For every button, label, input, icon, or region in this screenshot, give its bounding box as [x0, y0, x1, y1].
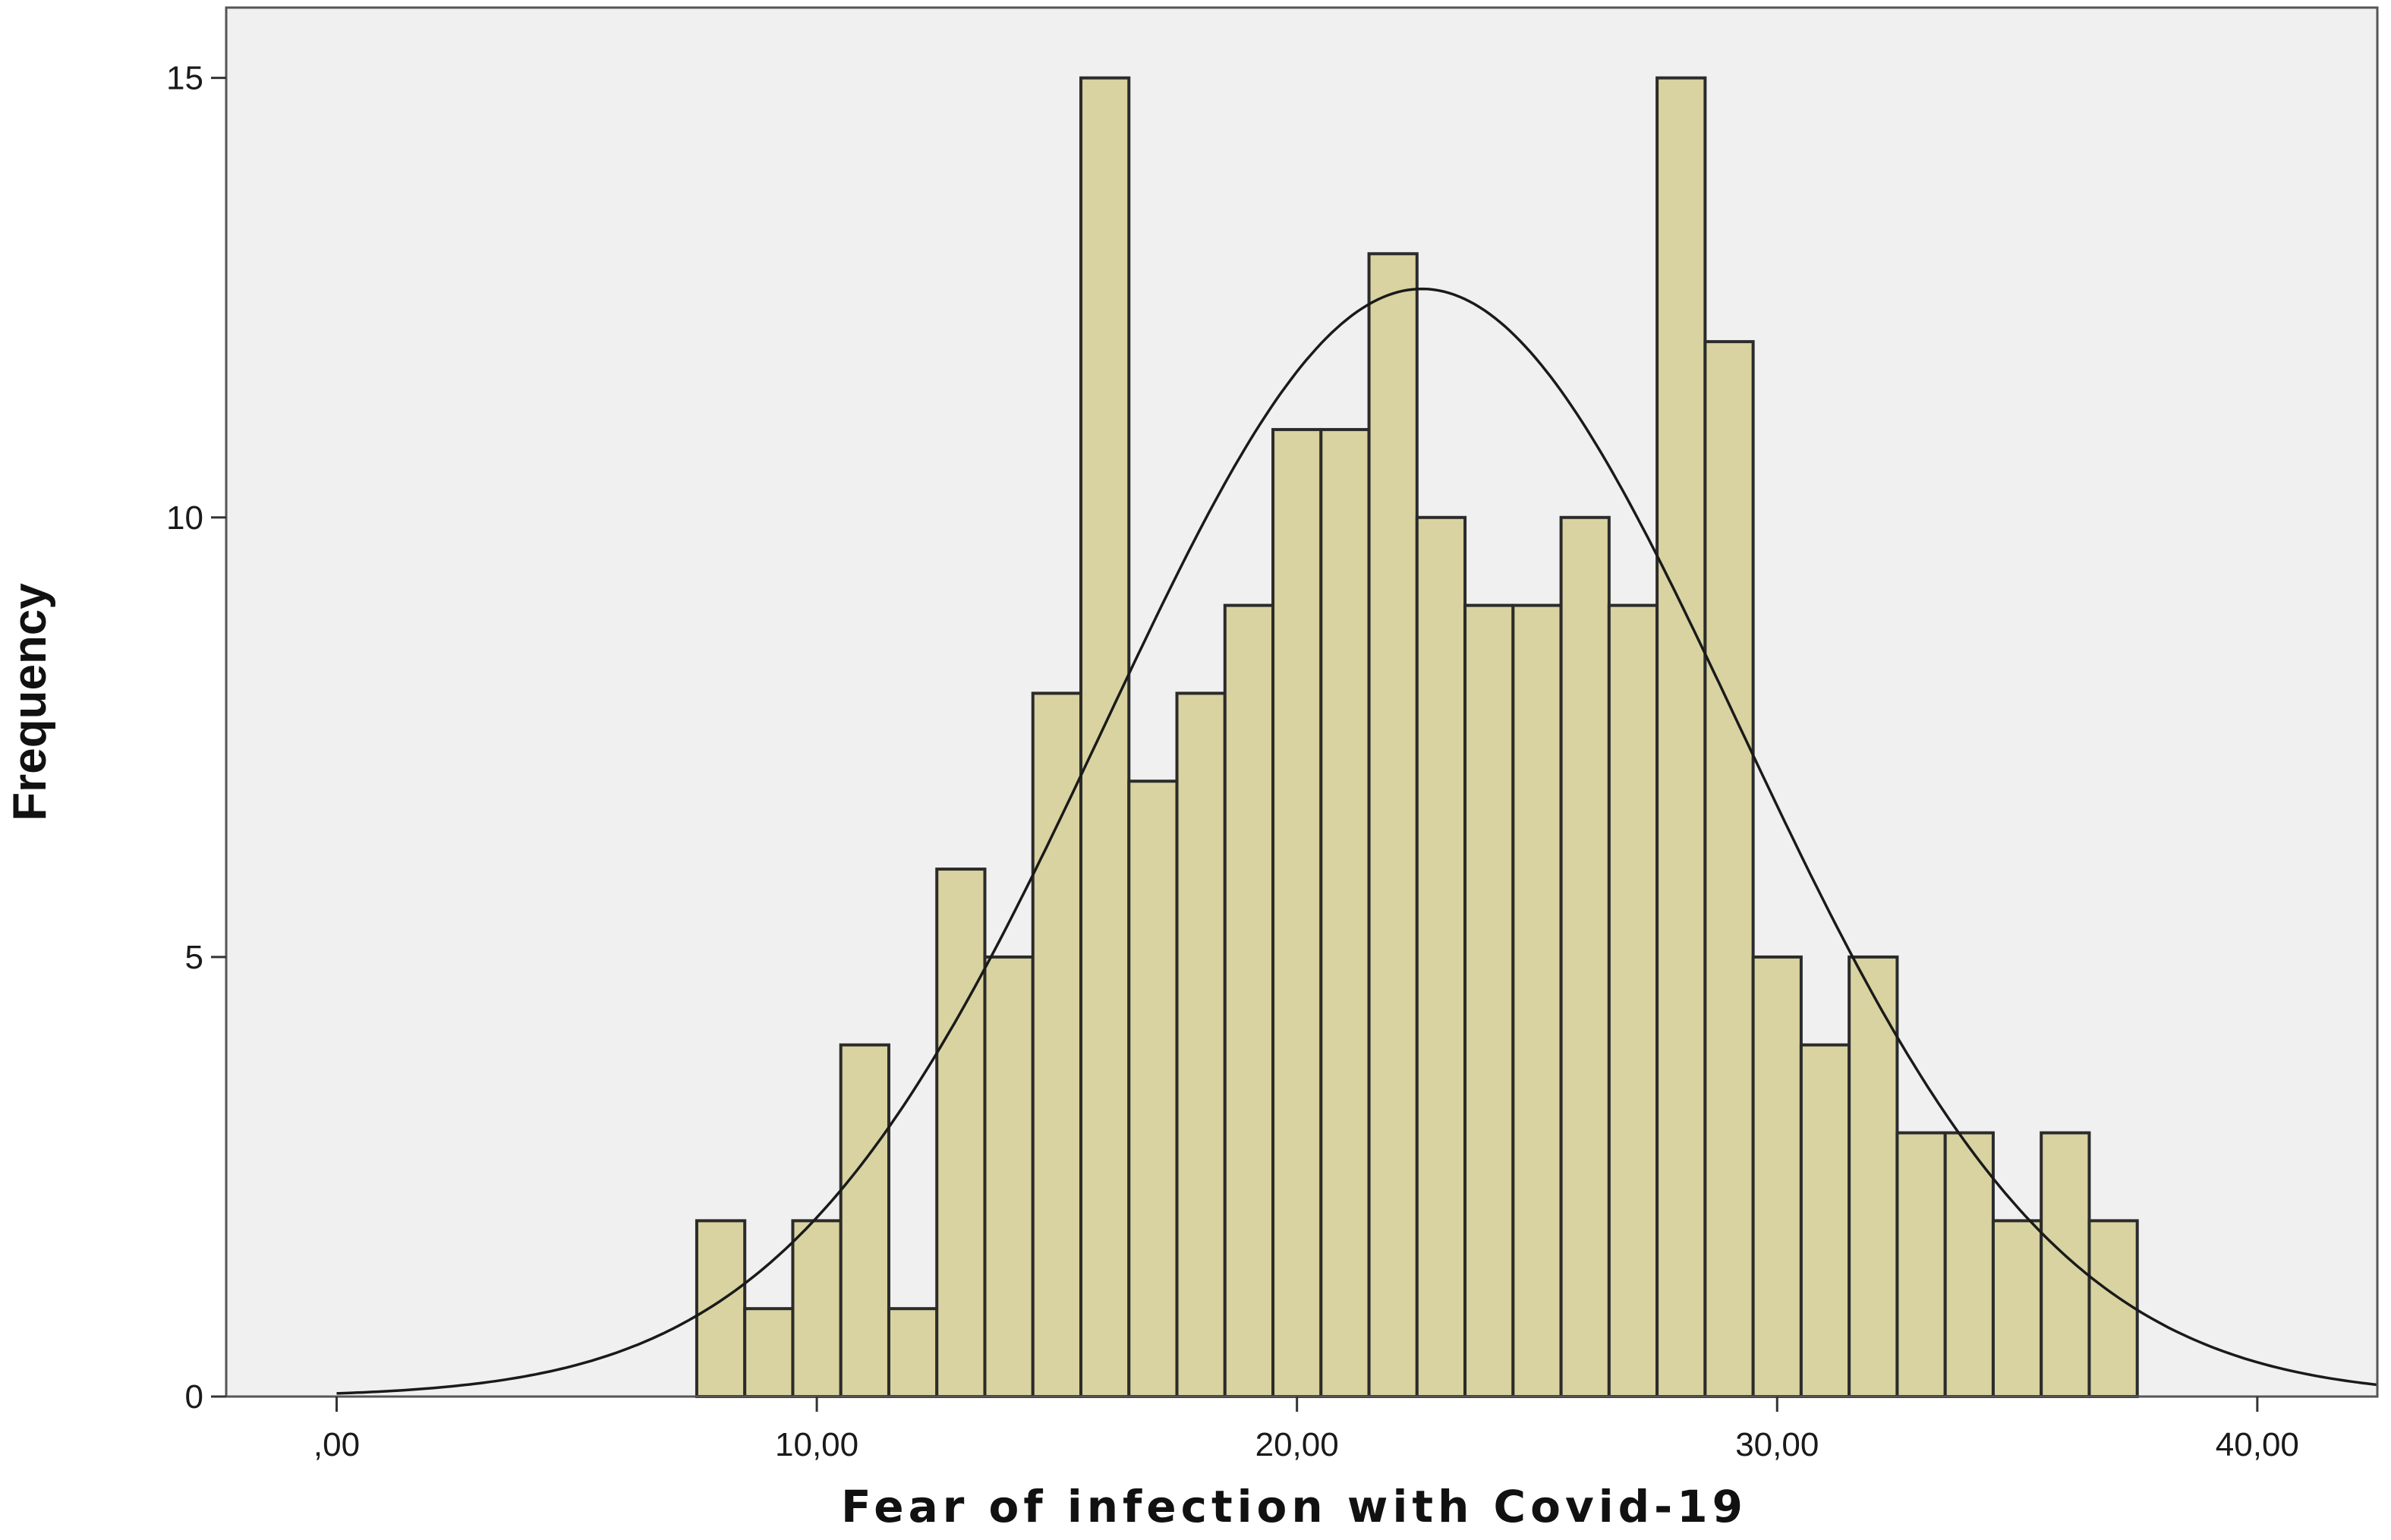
- histogram-bar: [743, 1307, 795, 1399]
- histogram-bar: [1079, 76, 1131, 1399]
- x-tick-label: 30,00: [1735, 1426, 1819, 1463]
- x-tick-label: 40,00: [2216, 1426, 2299, 1463]
- plot-frame: [225, 6, 2379, 1398]
- histogram-bar: [2040, 1131, 2091, 1398]
- histogram-bar: [1655, 76, 1707, 1399]
- histogram-bar: [1463, 603, 1515, 1398]
- histogram-bar: [1848, 955, 1899, 1399]
- histogram-bar: [1799, 1043, 1851, 1398]
- histogram-bar: [887, 1307, 939, 1399]
- histogram-bar: [1703, 340, 1755, 1398]
- histogram-bars: [695, 76, 2139, 1399]
- normal-curve: [336, 287, 2378, 1395]
- histogram-bar: [1415, 515, 1467, 1399]
- histogram-bar: [1991, 1219, 2043, 1398]
- histogram-bar: [983, 955, 1035, 1399]
- histogram-bar: [1895, 1131, 1947, 1398]
- histogram-bar: [1127, 779, 1179, 1398]
- histogram-bar: [1943, 1131, 1995, 1398]
- y-tick-label: 15: [166, 60, 203, 97]
- x-axis: ,00 10,00 20,00 30,00 40,00: [313, 1397, 2299, 1463]
- histogram-bar: [695, 1219, 747, 1398]
- x-tick-label: ,00: [313, 1426, 360, 1463]
- histogram-bar: [1559, 515, 1611, 1399]
- histogram-bar: [2087, 1219, 2139, 1398]
- histogram-bar: [1271, 427, 1323, 1398]
- histogram-bar: [1511, 603, 1563, 1398]
- y-axis-title: Frequency: [4, 583, 56, 821]
- histogram-bar: [839, 1043, 890, 1398]
- x-tick-label: 10,00: [775, 1426, 858, 1463]
- histogram-bar: [935, 868, 987, 1398]
- y-axis: 0 5 10 15: [166, 60, 226, 1416]
- histogram-bar: [1319, 427, 1371, 1398]
- histogram-bar: [1031, 691, 1083, 1398]
- histogram-bar: [1175, 691, 1227, 1398]
- histogram-bar: [1367, 252, 1419, 1398]
- x-axis-title: Fear of infection with Covid-19: [841, 1481, 1747, 1532]
- histogram-bar: [791, 1219, 843, 1398]
- histogram-bar: [1607, 603, 1659, 1398]
- histogram-bar: [1751, 955, 1803, 1399]
- y-tick-label: 0: [185, 1378, 203, 1416]
- x-tick-label: 20,00: [1255, 1426, 1339, 1463]
- y-tick-label: 10: [166, 499, 203, 537]
- y-tick-label: 5: [185, 939, 203, 976]
- histogram-bar: [1223, 603, 1275, 1398]
